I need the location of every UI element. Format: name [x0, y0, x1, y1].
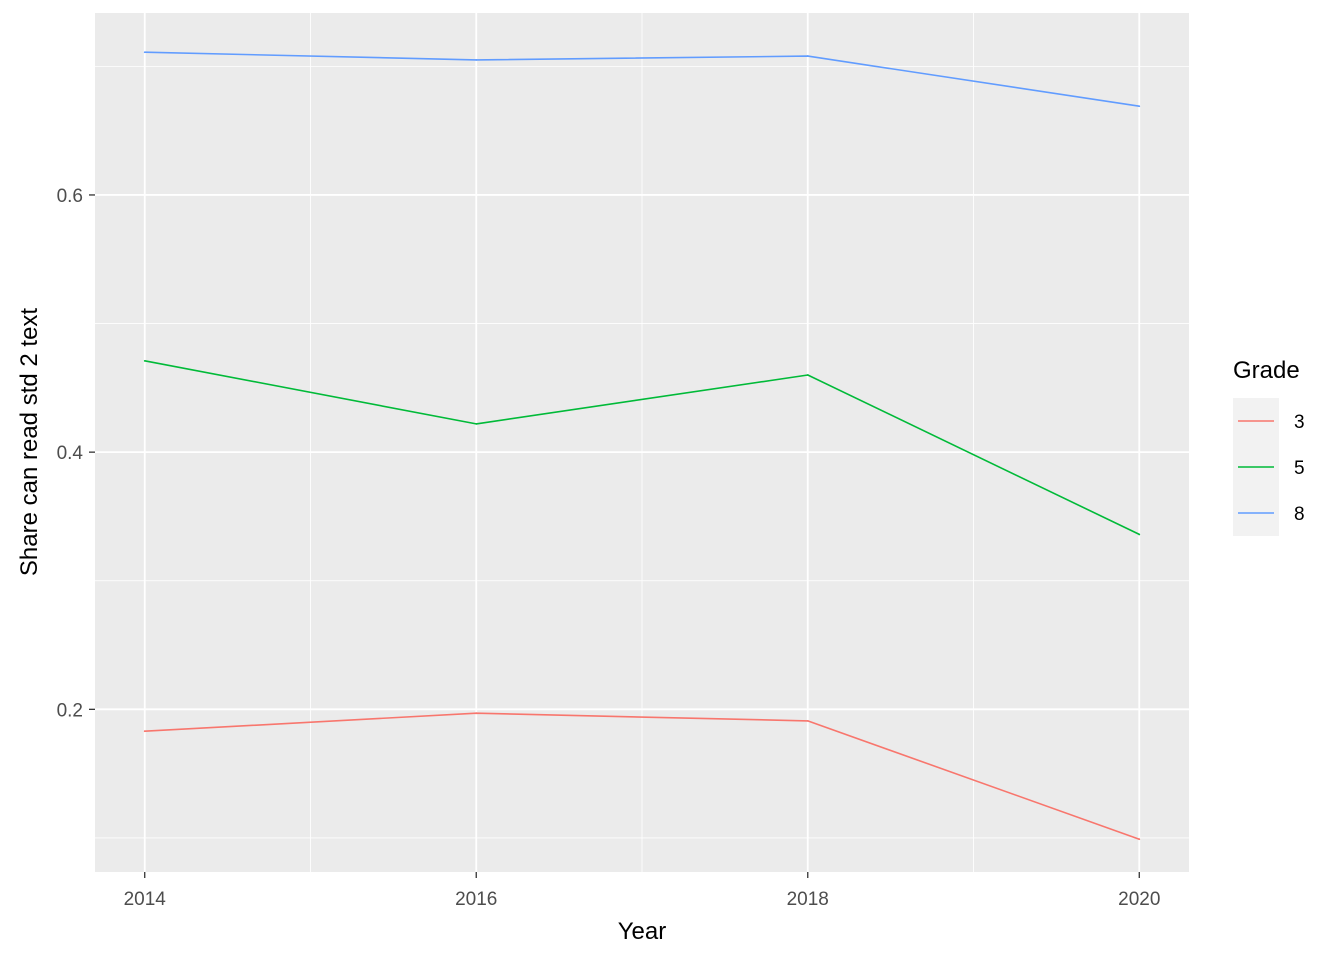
legend: Grade 3 5 8: [1233, 357, 1305, 536]
y-axis-title: Share can read std 2 text: [16, 308, 43, 576]
x-tick-labels: 2014 2016 2018 2020: [124, 889, 1161, 910]
legend-label-grade-3: 3: [1294, 412, 1305, 433]
legend-label-grade-8: 8: [1294, 504, 1305, 525]
data-point-grade-8: [143, 51, 146, 54]
data-point-grade-3: [1138, 838, 1141, 841]
data-point-grade-8: [475, 59, 478, 61]
legend-label-grade-5: 5: [1294, 458, 1305, 479]
x-tick-label: 2016: [455, 889, 497, 910]
data-point-grade-3: [475, 712, 478, 715]
series-line-grade-3: [144, 712, 1140, 840]
x-tick-label: 2018: [787, 889, 829, 910]
data-point-grade-3: [143, 730, 146, 733]
x-axis-title: Year: [618, 918, 667, 945]
x-tick-label: 2020: [1118, 889, 1160, 910]
x-tick-label: 2014: [124, 889, 167, 910]
axis-ticks: [89, 194, 1140, 878]
data-point-grade-5: [1138, 533, 1141, 536]
data-point-grade-3: [806, 720, 809, 722]
data-point-grade-8: [806, 55, 809, 57]
data-point-grade-8: [1138, 105, 1141, 108]
y-tick-labels: 0.2 0.4 0.6: [57, 186, 84, 721]
grid-minor: [95, 13, 1189, 872]
legend-title: Grade: [1233, 357, 1300, 384]
series-line-grade-5: [144, 360, 1140, 536]
series-layer: [143, 51, 1141, 841]
data-point-grade-5: [806, 374, 809, 376]
series-line-grade-8: [144, 51, 1140, 107]
data-point-grade-5: [143, 359, 146, 362]
data-point-grade-5: [475, 422, 478, 425]
legend-keys: 3 5 8: [1233, 398, 1305, 536]
y-tick-label: 0.4: [57, 443, 84, 464]
grid-major: [95, 13, 1189, 872]
y-tick-label: 0.6: [57, 186, 83, 207]
y-tick-label: 0.2: [57, 700, 83, 721]
